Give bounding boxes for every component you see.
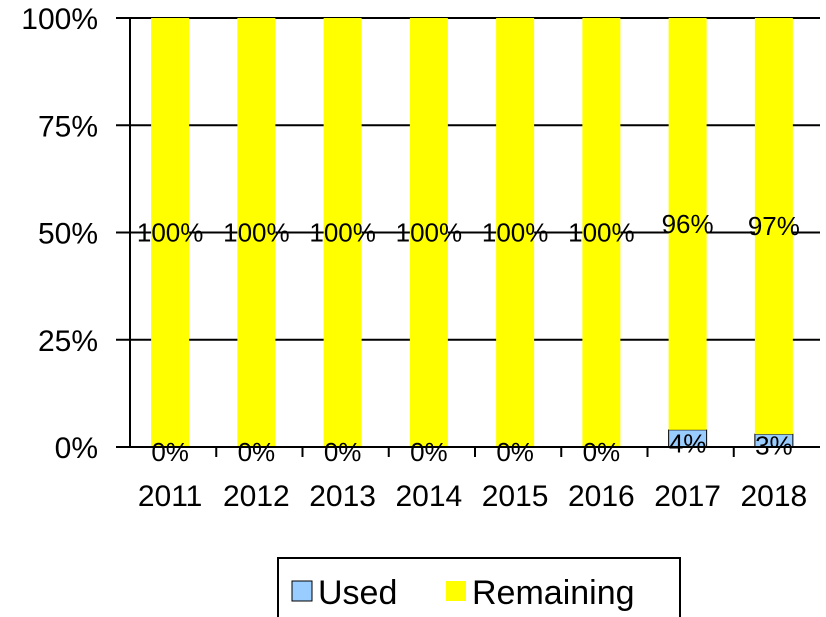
legend-label-used: Used: [318, 574, 397, 612]
y-tick-label: 100%: [21, 3, 98, 36]
data-label-remaining-2016: 100%: [568, 218, 635, 248]
legend-swatch-remaining: [446, 581, 466, 601]
x-tick-label-2011: 2011: [138, 480, 203, 513]
bar-remaining-2014: [409, 18, 448, 447]
bar-remaining-2017: [668, 18, 707, 430]
x-tick-label-2014: 2014: [396, 480, 463, 513]
data-label-remaining-2014: 100%: [396, 218, 463, 248]
x-tick-label-2017: 2017: [654, 480, 721, 513]
y-tick-label: 75%: [38, 110, 98, 143]
data-label-remaining-2015: 100%: [482, 218, 549, 248]
y-tick-label: 50%: [38, 218, 98, 251]
y-tick-label: 0%: [55, 432, 98, 465]
data-label-used-2015: 0%: [496, 437, 534, 467]
legend-label-remaining: Remaining: [472, 574, 635, 612]
data-label-used-2017: 4%: [669, 428, 707, 458]
data-label-used-2013: 0%: [324, 437, 362, 467]
data-label-remaining-2018: 97%: [748, 211, 800, 241]
bar-remaining-2013: [323, 18, 362, 447]
data-label-remaining-2017: 96%: [662, 209, 714, 239]
y-tick-label: 25%: [38, 325, 98, 358]
bar-remaining-2011: [151, 18, 190, 447]
bar-remaining-2016: [582, 18, 621, 447]
x-tick-label-2016: 2016: [568, 480, 635, 513]
data-label-used-2018: 3%: [755, 431, 793, 461]
x-tick-label-2018: 2018: [741, 480, 808, 513]
data-label-used-2012: 0%: [238, 437, 276, 467]
data-label-remaining-2013: 100%: [309, 218, 376, 248]
legend-box: [277, 557, 681, 617]
x-tick-label-2015: 2015: [482, 480, 549, 513]
data-label-used-2014: 0%: [410, 437, 448, 467]
x-tick-label-2012: 2012: [223, 480, 290, 513]
bar-remaining-2018: [754, 18, 793, 435]
x-tick-label-2013: 2013: [309, 480, 376, 513]
bar-remaining-2012: [237, 18, 276, 447]
bar-remaining-2015: [496, 18, 535, 447]
data-label-remaining-2011: 100%: [137, 218, 204, 248]
data-label-used-2011: 0%: [151, 437, 189, 467]
legend-swatch-used: [291, 580, 313, 602]
data-label-remaining-2012: 100%: [223, 218, 290, 248]
data-label-used-2016: 0%: [583, 437, 621, 467]
